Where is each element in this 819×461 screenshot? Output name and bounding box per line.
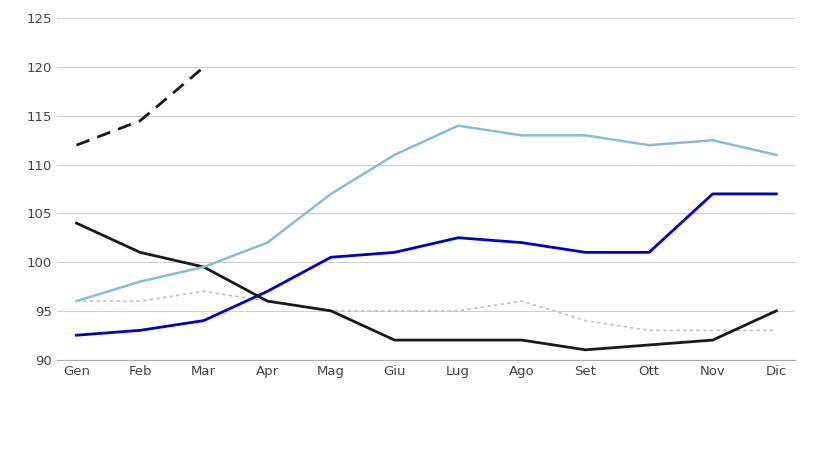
- Legend: 2018, 2019, 2020, 2021, 2022: 2018, 2019, 2020, 2021, 2022: [165, 459, 687, 461]
